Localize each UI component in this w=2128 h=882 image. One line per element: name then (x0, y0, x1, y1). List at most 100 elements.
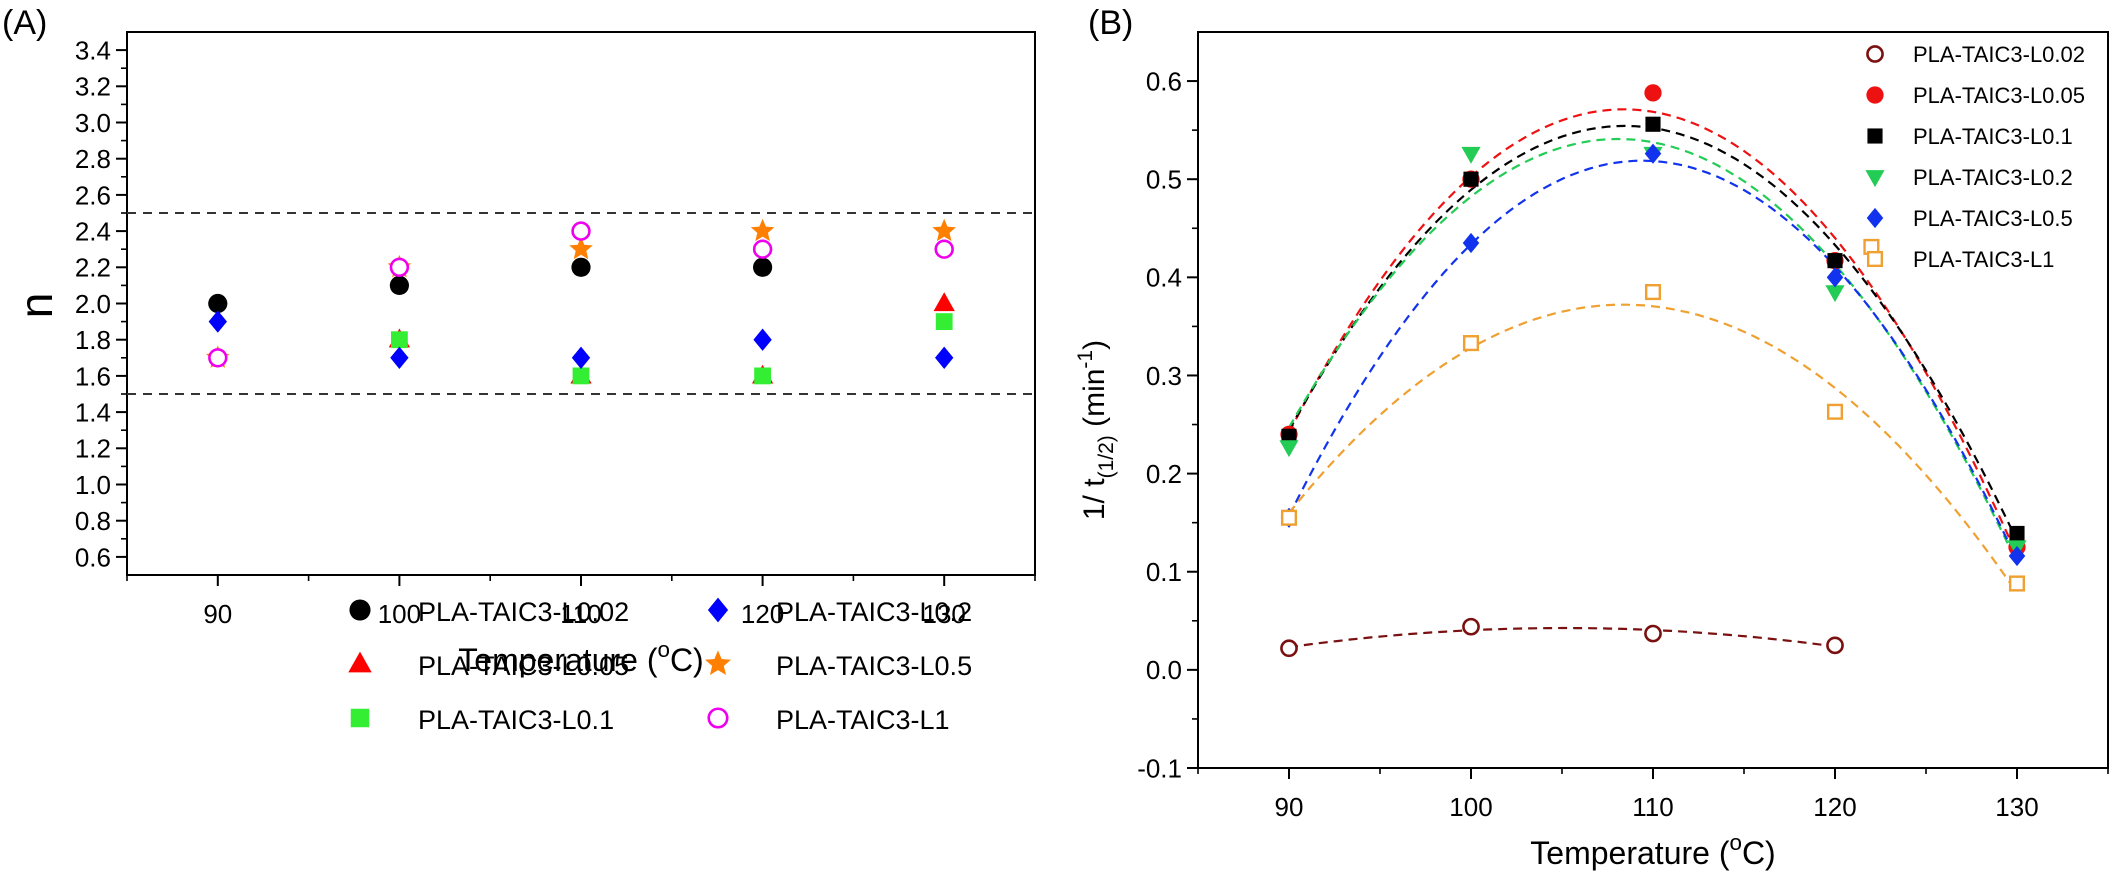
series-pla-taic3-l1 (1280, 238, 2026, 592)
series-pla-taic3-l0-02 (1280, 617, 1844, 658)
data-point (935, 346, 954, 369)
x-tick-label: 130 (923, 599, 966, 629)
data-point (1644, 143, 1662, 164)
x-axis-label-sup: o (657, 637, 669, 662)
data-point (1462, 232, 1480, 254)
data-point (1279, 440, 1299, 458)
y-axis-label-sup: -1 (1074, 350, 1097, 369)
fit-curve-pla-taic3-l0-2 (1288, 137, 2018, 564)
data-point (1462, 335, 1480, 352)
x-axis-label-sup: o (1729, 830, 1741, 855)
data-point (1645, 116, 1661, 132)
data-point (571, 257, 591, 277)
y-tick-label: 1.8 (75, 325, 111, 355)
x-tick-label: 110 (560, 599, 601, 629)
y-axis-label-text: ) (1078, 340, 1111, 350)
x-axis-label: Temperature (oC) (1530, 830, 1775, 871)
data-point (754, 367, 771, 385)
legend-marker (1866, 207, 1884, 229)
legend-label: PLA-TAIC3-L0.5 (776, 651, 972, 681)
data-point (1280, 639, 1298, 658)
legend-marker (707, 707, 729, 729)
data-point (932, 218, 956, 242)
data-point (753, 328, 772, 351)
data-point (390, 346, 409, 369)
y-axis-label: 1/ t(1/2) (min-1) (1074, 340, 1118, 520)
legend-marker (1866, 45, 1884, 63)
data-point (1644, 284, 1662, 301)
chart-a: 90 100 110 120 130 0.6 0.8 1.0 1.2 1.4 1.6 1.8 2.0 2.… (10, 31, 1036, 735)
data-point (389, 257, 410, 277)
data-point (572, 367, 590, 385)
y-tick-label: 0.6 (75, 542, 111, 572)
data-point (933, 292, 955, 312)
legend-label: PLA-TAIC3-L0.2 (1913, 165, 2073, 190)
data-point (1826, 636, 1844, 655)
x-tick-label: 130 (1995, 792, 2038, 822)
y-tick-label: 3.0 (75, 108, 111, 138)
x-tick-label: 90 (203, 599, 232, 629)
legend-marker (349, 599, 371, 621)
legend-label: PLA-TAIC3-L0.1 (1913, 124, 2073, 149)
panel-b-label: (B) (1088, 4, 1133, 42)
data-point (753, 257, 773, 277)
y-tick-label: 2.6 (75, 180, 111, 210)
legend-marker (705, 650, 731, 676)
legend-label: PLA-TAIC3-L0.2 (776, 597, 972, 627)
chart-b: 90 100 110 120 130 -0.1 0.0 0.1 0.2 0.3 0.4 0.5 0.6 T… (1074, 31, 2109, 871)
data-point (2009, 525, 2025, 542)
data-point (1281, 428, 1297, 444)
data-point (2008, 545, 2026, 567)
legend-label: PLA-TAIC3-L1 (776, 705, 950, 735)
data-point (935, 313, 953, 330)
y-tick-label: 2.4 (75, 216, 111, 246)
y-tick-label: 0.6 (1146, 66, 1182, 96)
legend-marker (1865, 170, 1885, 188)
legend-label: PLA-TAIC3-L0.5 (1913, 206, 2073, 231)
y-tick-label: 0.8 (75, 506, 111, 536)
legend-marker (348, 651, 372, 673)
y-tick-label: 0.4 (1146, 263, 1182, 293)
legend-marker (707, 597, 729, 623)
y-tick-label: 0.3 (1146, 361, 1182, 391)
legend-marker (1866, 86, 1884, 104)
y-tick-label: 0.2 (1146, 459, 1182, 489)
x-axis-label-text: Temperature ( (458, 642, 658, 678)
legend-marker (1867, 128, 1883, 144)
panel-a-label: (A) (2, 4, 47, 42)
plot-frame (126, 31, 1036, 576)
legend-label: PLA-TAIC3-L0.05 (1913, 83, 2085, 108)
data-point (2008, 575, 2026, 592)
series-pla-taic3-l0-2 (208, 310, 954, 369)
fit-curve-pla-taic3-l0-1 (1288, 124, 2018, 542)
legend: PLA-TAIC3-L0.02 PLA-TAIC3-L0.05 PLA-TAIC3-… (1865, 42, 2085, 272)
data-point (1461, 146, 1481, 164)
data-point (208, 293, 228, 314)
data-point (1280, 509, 1298, 526)
y-tick-label: 1.6 (75, 361, 111, 391)
x-tick-label: 120 (1813, 792, 1856, 822)
y-tick-label: 0.5 (1146, 165, 1182, 195)
x-tick-label: 120 (741, 599, 784, 629)
x-axis-label-text: C) (670, 642, 704, 678)
data-point (1462, 617, 1480, 636)
x-tick-label: 90 (1275, 792, 1304, 822)
y-tick-label: 1.2 (75, 434, 111, 464)
data-point (569, 236, 593, 260)
series-pla-taic3-l0-02 (208, 257, 773, 314)
y-tick-label: -0.1 (1137, 753, 1182, 783)
y-axis-label-text: (min (1078, 369, 1111, 436)
series-pla-taic3-l1 (208, 221, 954, 368)
y-tick-label: 0.1 (1146, 557, 1182, 587)
series-pla-taic3-l0-1 (1281, 116, 2025, 542)
data-point (208, 310, 227, 333)
data-point (1826, 403, 1844, 420)
y-tick-label: 2.8 (75, 144, 111, 174)
legend: PLA-TAIC3-L0.02 PLA-TAIC3-L0.05 PLA-TAIC3-… (348, 597, 972, 735)
data-point (934, 239, 954, 259)
data-point (1825, 285, 1845, 303)
y-tick-label: 2.2 (75, 253, 111, 283)
data-point (208, 348, 228, 368)
fit-curve-pla-taic3-l0-5 (1288, 159, 2018, 561)
